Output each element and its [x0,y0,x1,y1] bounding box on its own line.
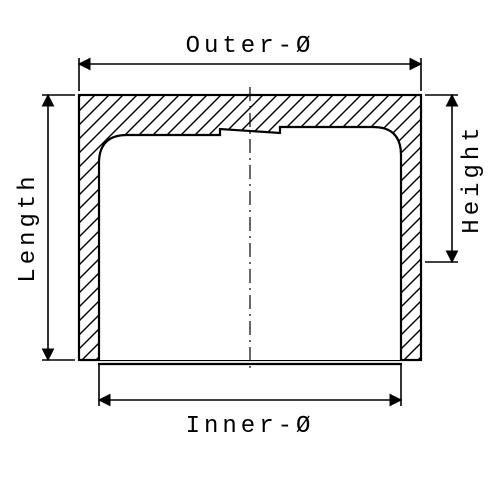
dimension-length: Length [15,95,75,360]
label-outer-diameter: Outer-Ø [186,33,315,60]
dimension-height: Height [425,95,486,262]
label-length: Length [15,172,42,282]
dimension-inner-diameter: Inner-Ø [99,364,401,440]
label-height: Height [459,123,486,233]
label-inner-diameter: Inner-Ø [186,413,315,440]
dimension-outer-diameter: Outer-Ø [79,33,421,91]
engineering-drawing: Outer-Ø Inner-Ø Length Height [0,0,500,500]
